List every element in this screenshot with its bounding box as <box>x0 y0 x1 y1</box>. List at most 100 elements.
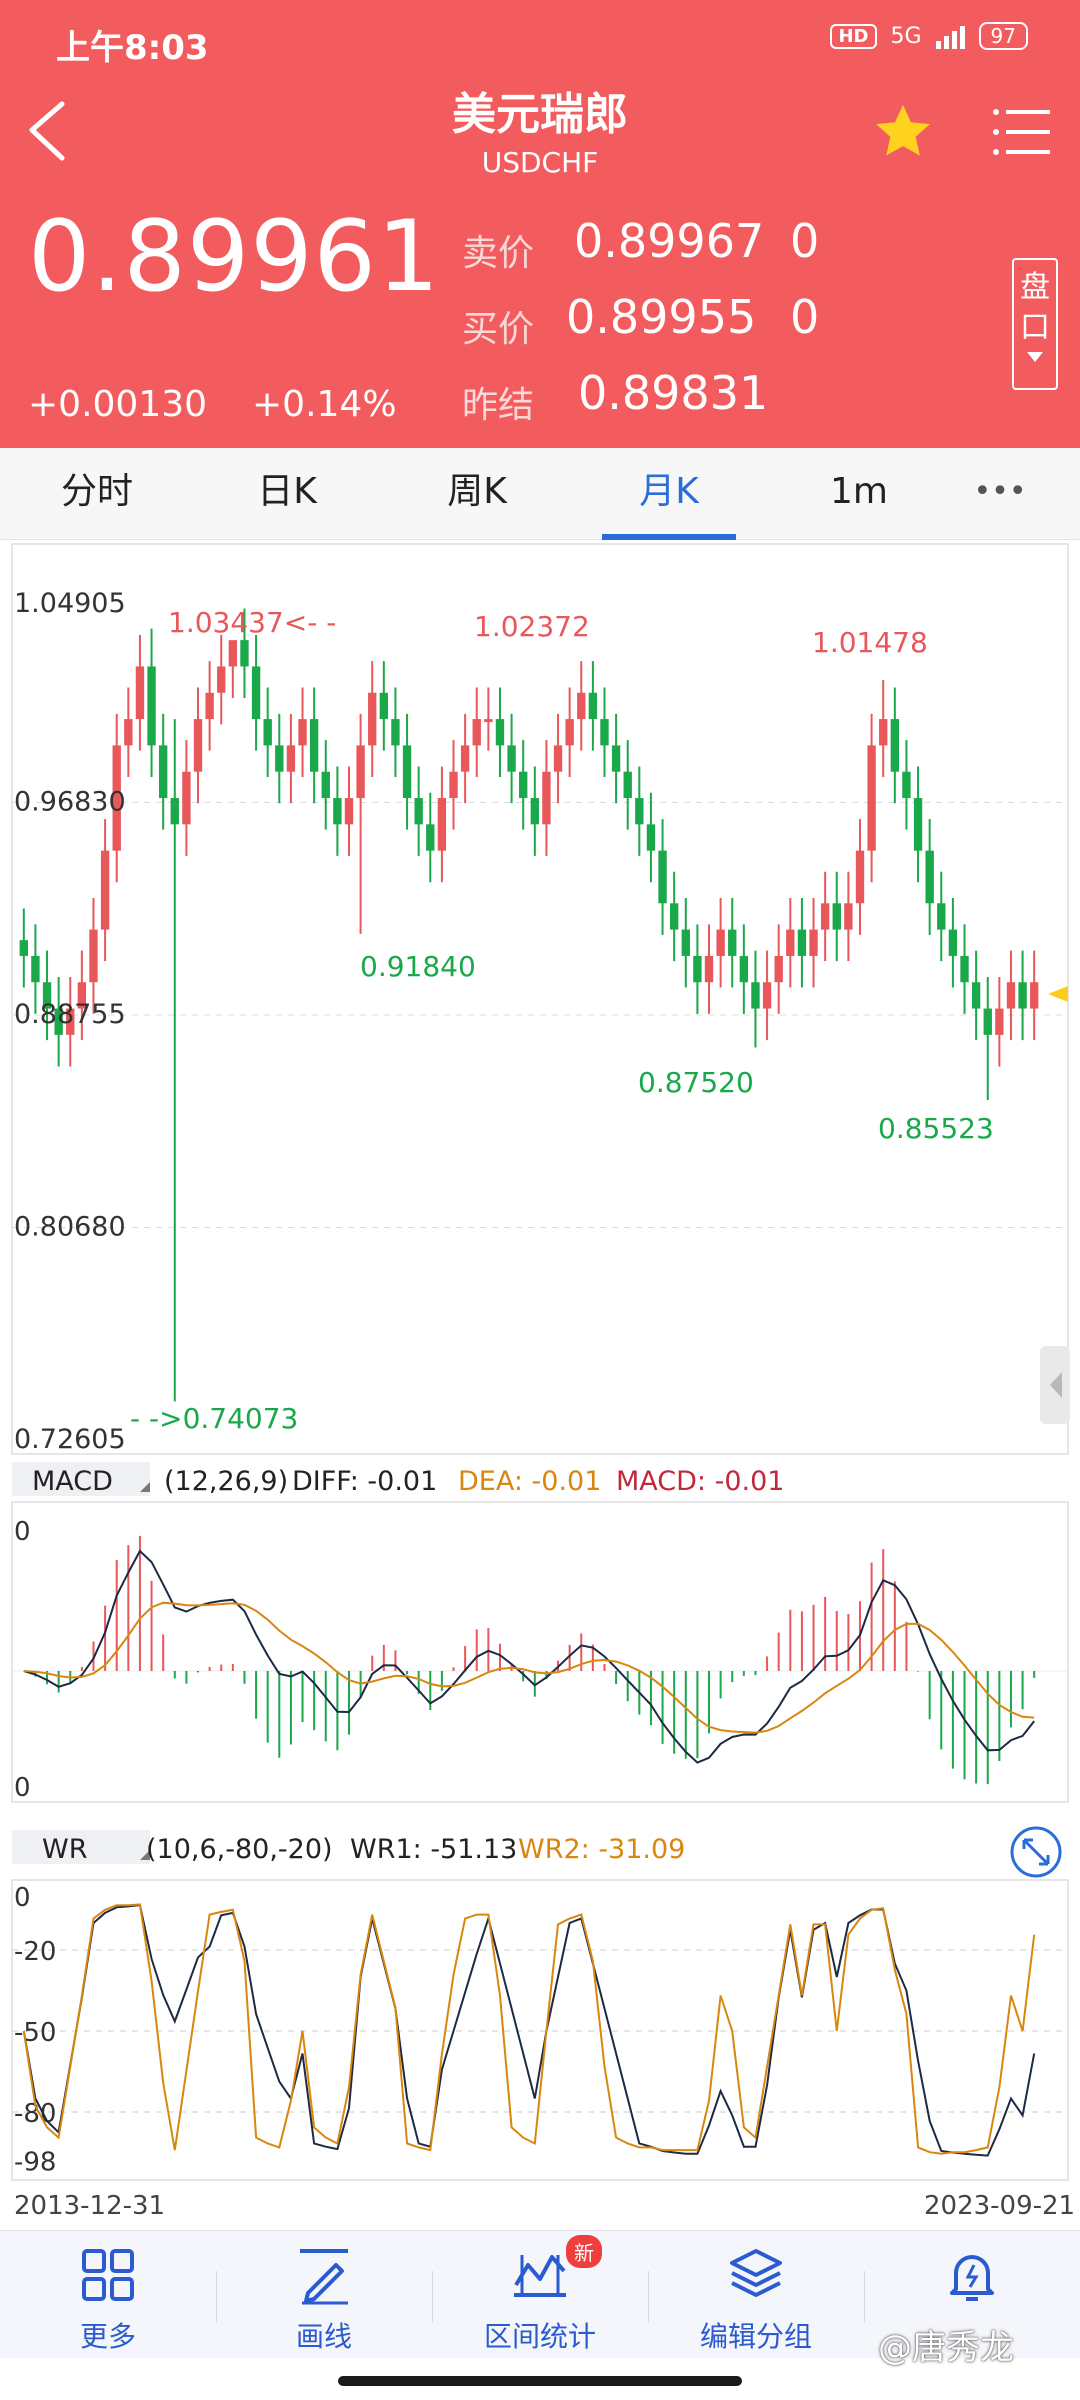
more-button[interactable]: 更多 <box>0 2231 216 2359</box>
candle-body <box>426 824 435 851</box>
bottom-toolbar: 更多 画线 新 区间统计 编辑分组 <box>0 2230 1080 2358</box>
candle-body <box>263 719 272 746</box>
expand-chart-button[interactable] <box>1010 1826 1062 1878</box>
watermark: @唐秀龙 <box>878 2328 1014 2368</box>
candle-body <box>124 719 133 746</box>
toolbar-divider <box>216 2271 217 2323</box>
x-axis-end: 2023-09-21 <box>924 2191 1075 2221</box>
candle-body <box>948 929 958 956</box>
candle-body <box>402 745 412 799</box>
candle-body <box>832 903 841 930</box>
candle-body <box>693 955 702 983</box>
pen-icon <box>300 2249 348 2305</box>
kline-chart[interactable]: 1.03437<- - 1.02372 1.01478 0.91840 0.87520 0… <box>0 540 1080 2230</box>
tab-more[interactable]: ••• <box>973 474 1027 509</box>
candle-body <box>89 929 98 983</box>
macd-name: MACD <box>32 1466 113 1497</box>
order-book-button[interactable]: 盘 口 <box>1012 258 1058 390</box>
price-annotation: 0.91840 <box>360 950 476 983</box>
back-button[interactable] <box>22 96 82 166</box>
candle-body <box>728 929 737 956</box>
ask-label: 卖价 <box>462 233 535 274</box>
order-book-label-1: 盘 <box>1020 270 1050 305</box>
candle-body <box>588 692 598 720</box>
toolbar-divider <box>648 2271 649 2323</box>
tab-daily[interactable]: 日K <box>257 471 317 512</box>
toolbar-divider <box>432 2271 433 2323</box>
prev-close: 0.89831 <box>578 366 769 420</box>
candle-body <box>170 798 179 825</box>
price-change: +0.00130 <box>28 384 208 425</box>
status-icons: HD 5G 97 <box>830 22 1028 50</box>
edit-group-label: 编辑分组 <box>699 2320 812 2353</box>
y-tick-label: 1.04905 <box>14 588 126 619</box>
candle-body <box>623 771 632 799</box>
list-menu-icon <box>993 109 1050 155</box>
range-stats-label: 区间统计 <box>483 2320 596 2353</box>
candle-body <box>507 745 516 772</box>
candle-body <box>809 929 818 956</box>
kline-chart-svg[interactable]: 1.03437<- - 1.02372 1.01478 0.91840 0.87520 0… <box>0 540 1080 2230</box>
wr-params: (10,6,-80,-20) <box>146 1834 333 1865</box>
edit-group-button[interactable]: 编辑分组 <box>648 2231 864 2359</box>
more-label: 更多 <box>79 2320 136 2353</box>
candle-body <box>449 771 458 799</box>
candle-body <box>925 850 934 904</box>
draw-line-button[interactable]: 画线 <box>216 2231 432 2359</box>
draw-line-label: 画线 <box>295 2320 352 2353</box>
price-annotation: - ->0.74073 <box>130 1402 298 1435</box>
period-tabs: 分时 日K 周K 月K 1m ••• <box>0 448 1080 540</box>
chevron-left-small-icon <box>1050 1372 1062 1398</box>
range-stats-icon <box>514 2255 566 2297</box>
candle-body <box>391 719 400 746</box>
candle-body <box>739 955 749 983</box>
macd-params: (12,26,9) <box>164 1466 288 1497</box>
macd-value: MACD: -0.01 <box>616 1466 784 1497</box>
wr-tick-label: 0 <box>14 1883 31 1913</box>
hd-badge: HD <box>830 23 877 49</box>
x-axis-start: 2013-12-31 <box>14 2191 165 2221</box>
tab-weekly[interactable]: 周K <box>447 471 507 512</box>
candle-body <box>298 719 307 746</box>
wr-tag-caret-icon <box>140 1850 150 1860</box>
candle-body <box>611 745 621 772</box>
bell-icon <box>950 2255 994 2301</box>
bid-label: 买价 <box>462 309 535 350</box>
candle-body <box>182 771 191 825</box>
wr2-line <box>22 1903 1036 2155</box>
candle-body <box>913 798 923 851</box>
candle-body <box>902 771 911 799</box>
range-stats-button[interactable]: 新 区间统计 <box>432 2231 648 2359</box>
tab-1m[interactable]: 1m <box>830 471 888 512</box>
dea-line <box>23 1601 1035 1734</box>
candle-body <box>681 929 690 956</box>
candle-body <box>519 771 528 799</box>
signal-icon <box>935 23 965 49</box>
instrument-symbol: USDCHF <box>481 146 599 179</box>
status-time: 上午8:03 <box>56 28 209 68</box>
candle-body <box>484 719 493 723</box>
candle-body <box>704 955 714 983</box>
candle-body <box>54 1008 63 1035</box>
candle-body <box>542 771 551 825</box>
instrument-title: 美元瑞郎 <box>452 89 628 140</box>
macd-tag[interactable] <box>12 1462 150 1496</box>
candle-body <box>472 719 481 746</box>
wr-tag[interactable] <box>12 1830 150 1864</box>
candle-body <box>658 850 667 904</box>
tab-intraday[interactable]: 分时 <box>60 471 133 512</box>
candle-body <box>77 982 87 1009</box>
menu-button[interactable] <box>990 104 1054 160</box>
candle-body <box>786 929 795 956</box>
tab-monthly[interactable]: 月K <box>639 471 699 512</box>
favorite-button[interactable] <box>870 98 936 164</box>
home-indicator[interactable] <box>338 2376 742 2386</box>
candle-body <box>844 903 853 930</box>
candle-body <box>960 955 969 983</box>
candle-body <box>158 745 168 799</box>
alert-button[interactable] <box>864 2231 1080 2359</box>
price-annotation: 0.87520 <box>638 1066 754 1099</box>
toolbar-divider <box>864 2271 865 2323</box>
candle-body <box>879 719 888 746</box>
bid-price: 0.89955 <box>566 290 757 344</box>
